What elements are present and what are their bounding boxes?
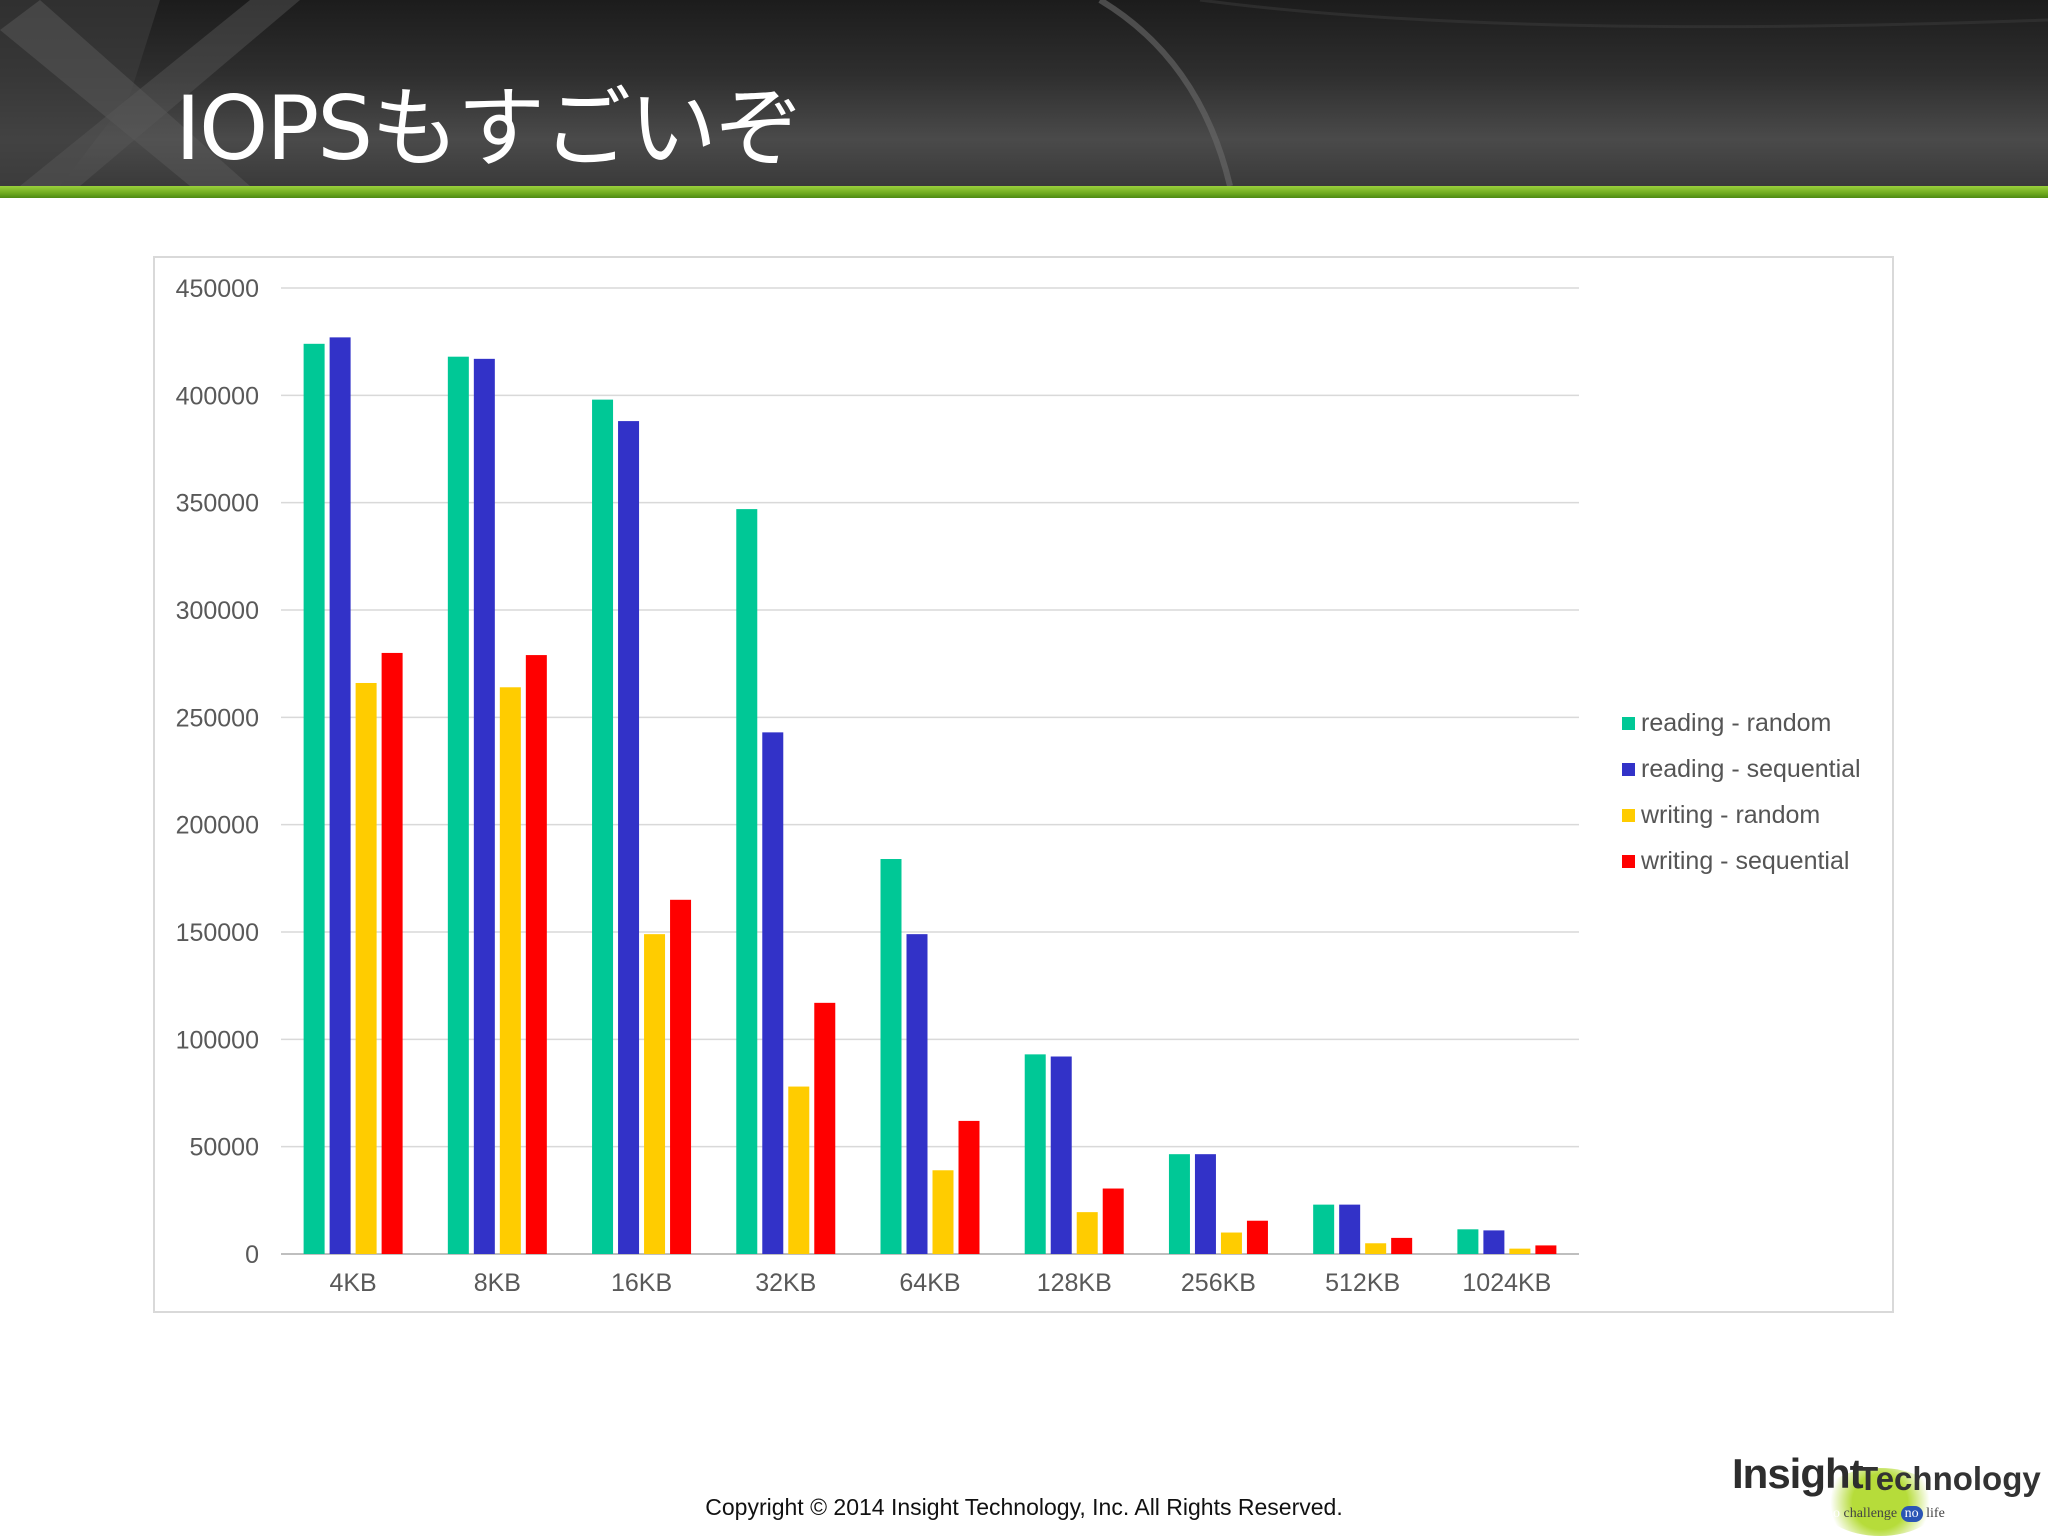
- bar: [1168, 1154, 1190, 1254]
- bar: [1076, 1212, 1098, 1254]
- y-tick-label: 0: [245, 1241, 259, 1269]
- bar: [303, 343, 325, 1254]
- y-tick-label: 350000: [176, 490, 259, 518]
- legend-swatch: [1622, 854, 1635, 868]
- header-decoration: [0, 0, 2048, 186]
- bar: [880, 859, 902, 1254]
- insight-technology-logo: Insight Technology no challenge no life: [1730, 1440, 2041, 1536]
- header-accent-bar: [0, 186, 2048, 198]
- bar: [592, 399, 614, 1254]
- x-tick-label: 128KB: [1037, 1269, 1112, 1297]
- logo-tagline-no-badge: no: [1900, 1506, 1923, 1522]
- legend-swatch: [1622, 808, 1635, 822]
- bar: [788, 1086, 810, 1254]
- legend-swatch: [1622, 716, 1635, 730]
- y-tick-label: 100000: [176, 1026, 259, 1054]
- x-tick-label: 1024KB: [1462, 1269, 1551, 1297]
- logo-tagline-challenge: challenge: [1843, 1506, 1898, 1521]
- slide-header: IOPSもすごいぞ: [0, 0, 2048, 186]
- x-tick-label: 512KB: [1325, 1269, 1400, 1297]
- bar: [1339, 1204, 1361, 1254]
- legend-item-reading-random: reading - random: [1622, 700, 1861, 746]
- slide-title: IOPSもすごいぞ: [175, 77, 803, 180]
- y-tick-label: 450000: [176, 275, 259, 303]
- legend-label: reading - sequential: [1641, 754, 1861, 783]
- legend-item-reading-sequential: reading - sequential: [1622, 746, 1861, 792]
- logo-text-insight: Insight: [1732, 1450, 1864, 1497]
- x-tick-label: 64KB: [899, 1269, 960, 1297]
- bar: [355, 682, 377, 1254]
- bar-chart: 0 50000 100000 150000 200000 250000 300000 3500…: [176, 275, 1579, 1297]
- bar: [958, 1120, 980, 1254]
- bar: [618, 421, 640, 1254]
- y-tick-label: 250000: [176, 704, 259, 732]
- x-tick-label: 32KB: [755, 1269, 816, 1297]
- legend-swatch: [1622, 762, 1635, 776]
- bar: [1102, 1188, 1124, 1254]
- bar: [736, 509, 758, 1254]
- bar: [1220, 1232, 1242, 1254]
- x-tick-label: 16KB: [611, 1269, 672, 1297]
- legend-label: writing - random: [1641, 800, 1821, 829]
- legend-item-writing-sequential: writing - sequential: [1622, 838, 1861, 884]
- logo-tagline-no: no: [1826, 1506, 1840, 1521]
- bar: [1535, 1245, 1557, 1254]
- logo-tagline-life: life: [1926, 1506, 1945, 1521]
- y-tick-label: 200000: [176, 812, 259, 840]
- bar: [1194, 1154, 1216, 1254]
- bar: [814, 1002, 836, 1254]
- bar: [1313, 1204, 1335, 1254]
- bar: [1365, 1243, 1387, 1254]
- bar: [381, 652, 403, 1254]
- legend-item-writing-random: writing - random: [1622, 792, 1861, 838]
- bar: [499, 687, 521, 1254]
- y-tick-label: 50000: [189, 1134, 259, 1162]
- bar: [473, 358, 495, 1255]
- y-tick-label: 150000: [176, 919, 259, 947]
- bar: [1509, 1248, 1531, 1254]
- legend-label: reading - random: [1641, 708, 1832, 737]
- bar: [1483, 1230, 1505, 1254]
- bar: [670, 899, 692, 1254]
- bar: [1457, 1229, 1479, 1254]
- bar: [762, 732, 784, 1254]
- bar: [1391, 1237, 1413, 1254]
- copyright-footer: Copyright © 2014 Insight Technology, Inc…: [705, 1494, 1343, 1520]
- bar: [447, 356, 469, 1254]
- bar: [932, 1170, 954, 1254]
- bar: [644, 934, 666, 1254]
- y-tick-label: 300000: [176, 597, 259, 625]
- chart-container: 0 50000 100000 150000 200000 250000 300000 3500…: [153, 256, 1894, 1313]
- chart-legend: reading - random reading - sequential wr…: [1622, 700, 1861, 884]
- logo-text-technology: Technology: [1858, 1460, 2041, 1497]
- logo-tagline: no challenge no life: [1826, 1506, 1945, 1522]
- x-tick-label: 4KB: [329, 1269, 376, 1297]
- bar: [906, 934, 928, 1254]
- legend-label: writing - sequential: [1641, 846, 1850, 875]
- bar: [1024, 1054, 1046, 1254]
- x-tick-label: 8KB: [474, 1269, 521, 1297]
- bar: [329, 337, 351, 1254]
- y-tick-label: 400000: [176, 382, 259, 410]
- bar: [525, 655, 547, 1254]
- bar: [1246, 1220, 1268, 1254]
- x-tick-label: 256KB: [1181, 1269, 1256, 1297]
- bar: [1050, 1056, 1072, 1254]
- logo-splash-graphic: [1820, 1468, 1940, 1536]
